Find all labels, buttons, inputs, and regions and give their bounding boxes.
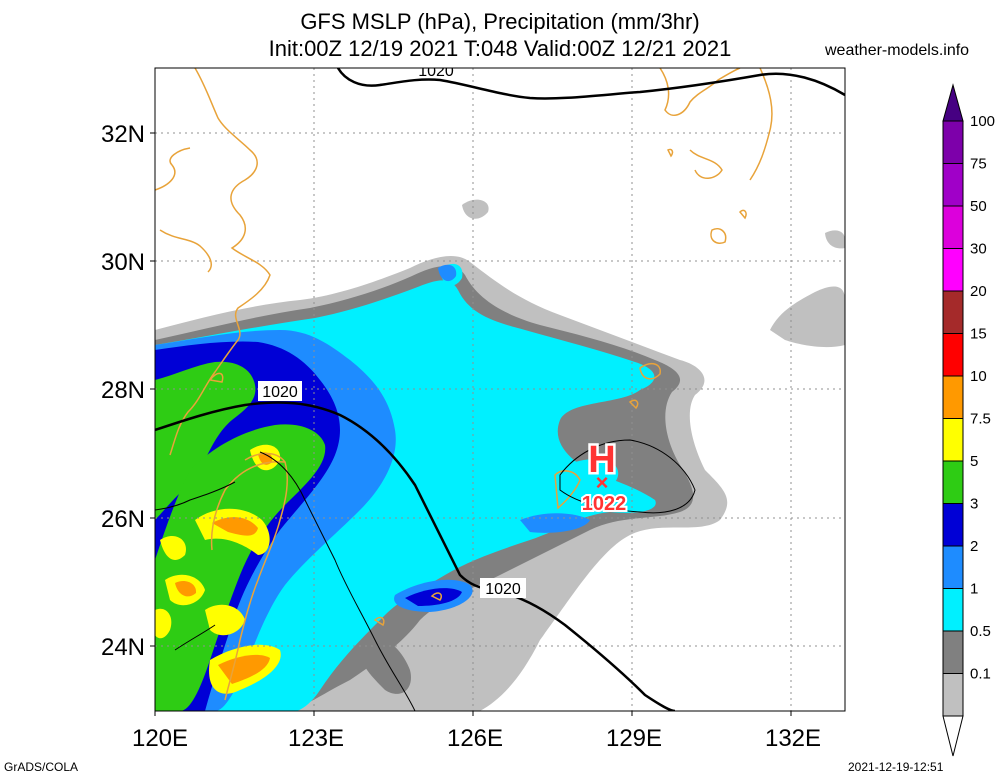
colorbar-label: 0.1	[970, 666, 991, 683]
colorbar-label: 7.5	[970, 411, 991, 428]
isobars	[155, 68, 845, 711]
colorbar-label: 3	[970, 496, 978, 513]
colorbar-swatch	[942, 630, 964, 674]
high-value: 1022	[582, 493, 627, 515]
precip-5-band	[155, 361, 326, 711]
lon-label-123e: 123E	[288, 725, 344, 752]
colorbar-swatch	[942, 673, 964, 717]
axis-ticks	[150, 132, 792, 716]
longitude-labels: 120E 123E 126E 129E 132E	[132, 725, 821, 752]
precip-cell-east	[559, 459, 619, 494]
lon-label-120e: 120E	[132, 725, 188, 752]
lat-label-28n: 28N	[101, 377, 145, 404]
map-plot-area: 1020 1020 1020 H H × 1022 1022	[155, 63, 845, 711]
isobar-label-south: 1020	[485, 581, 521, 598]
footer-timestamp: 2021-12-19-12:51	[848, 760, 944, 774]
high-symbol-halo: H	[588, 439, 615, 481]
colorbar-swatch	[942, 333, 964, 377]
site-credit: weather-models.info	[825, 42, 970, 59]
colorbar-bottom-arrow	[942, 715, 964, 757]
latitude-labels: 32N 30N 28N 26N 24N	[101, 121, 145, 661]
high-center-marker: ×	[596, 470, 609, 495]
lon-label-129e: 129E	[606, 725, 662, 752]
colorbar-label: 20	[970, 283, 987, 300]
lat-label-32n: 32N	[101, 121, 145, 148]
boundary-lines	[155, 439, 696, 711]
footer-software-credit: GrADS/COLA	[4, 760, 79, 774]
colorbar-label: 10	[970, 368, 987, 385]
isobar-label-west: 1020	[262, 384, 298, 401]
colorbar-label: 1	[970, 581, 978, 598]
isobar-labels: 1020 1020 1020	[258, 63, 526, 598]
lat-label-26n: 26N	[101, 506, 145, 533]
colorbar-label: 100	[970, 113, 995, 130]
precip-colorbar: 100 75 50 30 20 15 10 7.5 5 3 2 1 0.5 0.1	[942, 83, 995, 757]
colorbar-label: 15	[970, 326, 987, 343]
high-symbol: H	[588, 439, 615, 481]
lon-label-126e: 126E	[447, 725, 503, 752]
colorbar-swatch	[942, 460, 964, 504]
lat-label-30n: 30N	[101, 249, 145, 276]
high-value-halo: 1022	[582, 493, 627, 515]
colorbar-top-arrow	[942, 83, 964, 122]
colorbar-swatch	[942, 205, 964, 249]
chart-title-line1: GFS MSLP (hPa), Precipitation (mm/3hr)	[300, 9, 700, 34]
coastlines	[155, 68, 773, 701]
colorbar-label: 0.5	[970, 623, 991, 640]
colorbar-swatch	[942, 588, 964, 632]
colorbar-swatch	[942, 290, 964, 334]
colorbar-swatch	[942, 248, 964, 292]
colorbar-swatch	[942, 503, 964, 547]
colorbar-label: 75	[970, 156, 987, 173]
high-pressure-center: H H × 1022 1022	[580, 437, 629, 518]
chart-title-line2: Init:00Z 12/19 2021 T:048 Valid:00Z 12/2…	[268, 36, 732, 61]
colorbar-swatch	[942, 120, 964, 164]
colorbar-label: 50	[970, 198, 987, 215]
lon-label-132e: 132E	[765, 725, 821, 752]
colorbar-label: 30	[970, 241, 987, 258]
colorbar-swatch	[942, 375, 964, 419]
isobar-label-north: 1020	[418, 63, 454, 80]
colorbar-swatch	[942, 163, 964, 207]
colorbar-swatch	[942, 418, 964, 462]
lat-label-24n: 24N	[101, 634, 145, 661]
colorbar-label: 2	[970, 538, 978, 555]
colorbar-swatch	[942, 545, 964, 589]
colorbar-label: 5	[970, 453, 978, 470]
